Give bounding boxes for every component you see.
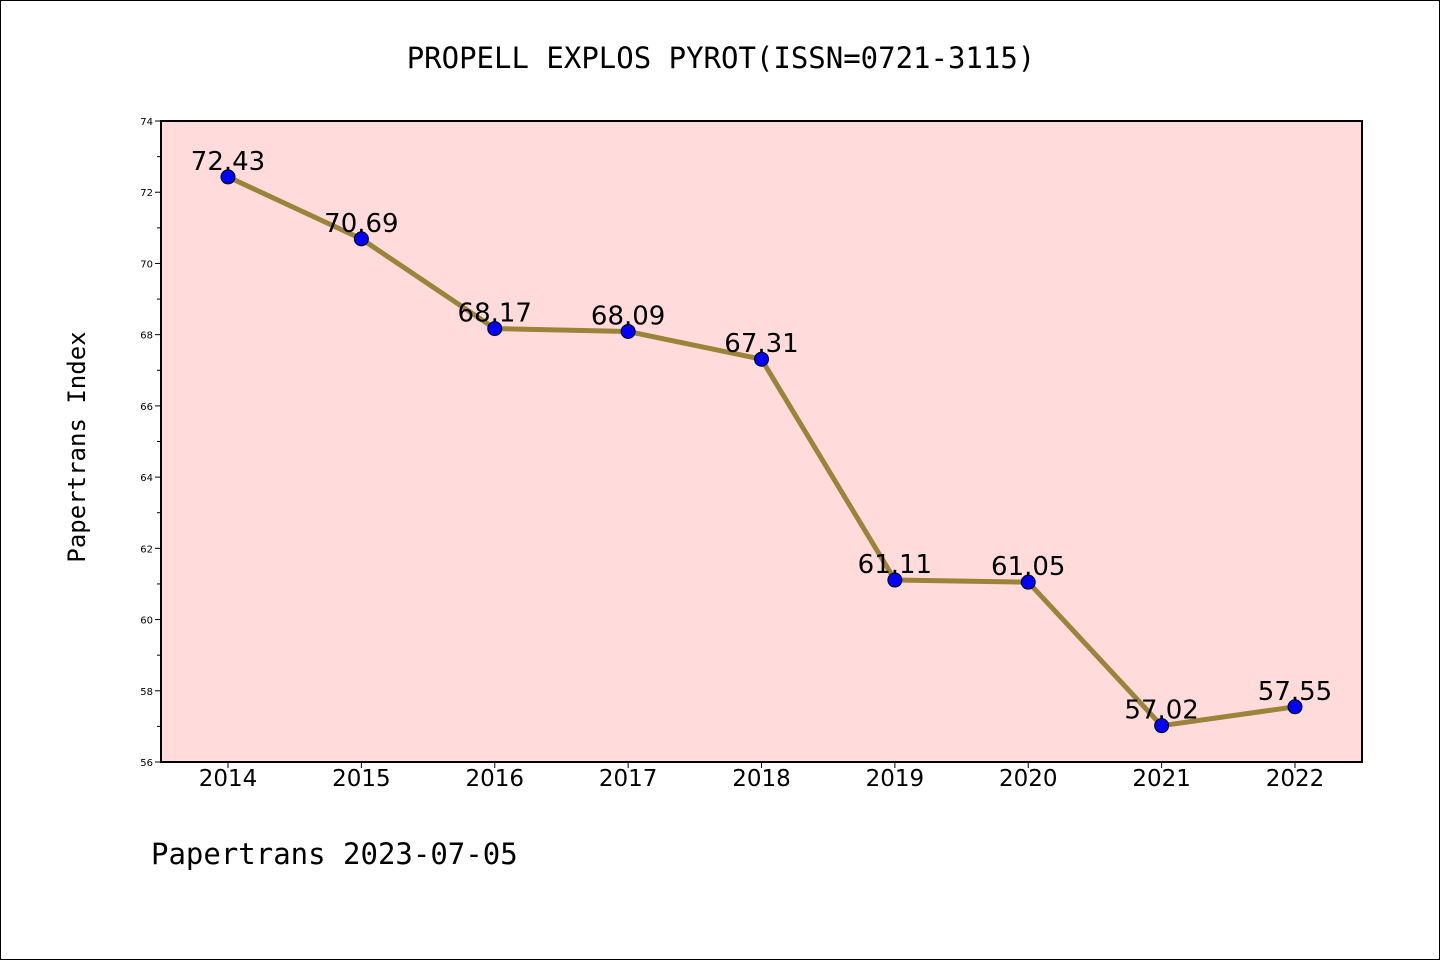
y-tick-label: 70 [140,259,153,270]
x-tick-label: 2017 [599,766,658,792]
y-tick-label: 66 [140,402,153,413]
data-markers [220,169,1303,734]
footer-date-stamp: Papertrans 2023-07-05 [151,837,518,871]
y-tick-label: 56 [140,758,153,769]
y-tick-label: 62 [140,544,153,555]
x-tick-label: 2015 [332,766,391,792]
x-tick-label: 2014 [199,766,258,792]
plot-area [160,120,1363,763]
x-tick-label: 2020 [999,766,1058,792]
x-tick-label: 2019 [866,766,925,792]
y-tick-label: 68 [140,331,153,342]
data-label-2015: 70.69 [324,209,398,239]
y-tick-label: 58 [140,687,153,698]
y-axis: 56 58 60 62 64 66 68 70 72 74 [140,117,161,769]
data-point-2014 [220,169,236,185]
data-point-2022 [1287,699,1303,715]
x-tick-label: 2021 [1132,766,1191,792]
data-label-2018: 67.31 [724,329,798,359]
y-tick-label: 64 [140,473,153,484]
data-point-2016 [487,321,503,337]
x-tick-label: 2022 [1266,766,1325,792]
x-tick-label: 2016 [465,766,524,792]
data-point-2017 [620,323,636,339]
x-axis: 2014 2015 2016 2017 2018 2019 2020 2021 2022 [199,762,1325,792]
x-tick-label: 2018 [732,766,791,792]
data-label-2017: 68.09 [591,301,665,331]
y-tick-label: 72 [140,188,153,199]
chart-title: PROPELL EXPLOS PYROT(ISSN=0721-3115) [407,41,1036,75]
data-point-2019 [887,572,903,588]
data-point-2020 [1020,574,1036,590]
data-point-2018 [754,351,769,367]
data-label-2021: 57.02 [1124,696,1198,726]
data-label-2016: 68.17 [458,299,532,329]
data-label-2022: 57.55 [1258,677,1332,707]
y-axis-label: Papertrans Index [63,331,91,562]
data-label-2014: 72.43 [191,147,265,177]
y-tick-label: 60 [140,616,153,627]
y-tick-label: 74 [140,117,153,128]
data-labels: 72.43 70.69 68.17 68.09 67.31 61.11 61.05 57.02… [191,147,1332,726]
data-label-2020: 61.05 [991,552,1065,582]
data-point-2015 [353,231,369,247]
data-point-2021 [1154,718,1170,734]
data-label-2019: 61.11 [858,550,932,580]
